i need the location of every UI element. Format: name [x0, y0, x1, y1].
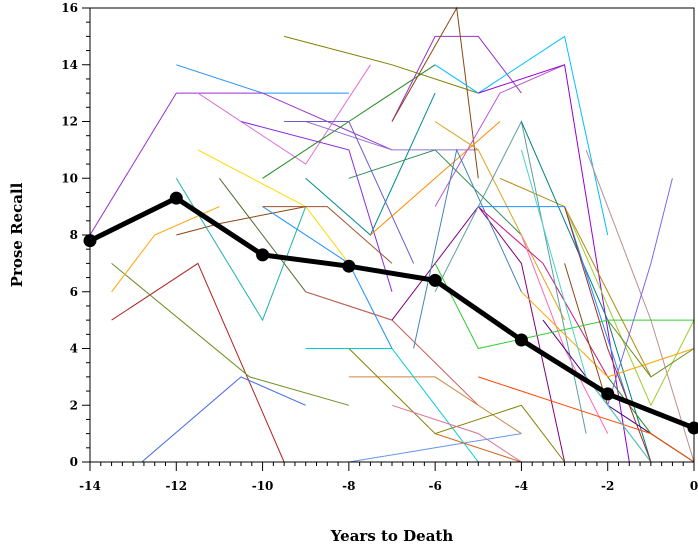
individual-line: [413, 148, 522, 349]
mean-point: [169, 191, 183, 205]
individual-line: [478, 64, 630, 463]
x-tick-label: 0: [690, 479, 698, 493]
individual-line: [434, 433, 694, 463]
mean-point: [256, 248, 270, 262]
individual-line: [219, 177, 393, 321]
individual-line: [564, 206, 695, 407]
individual-line: [434, 119, 587, 434]
individual-line: [348, 348, 565, 463]
mean-point: [601, 387, 615, 401]
x-tick-label: -8: [342, 479, 355, 493]
x-tick-label: -6: [428, 479, 441, 493]
individual-line: [434, 35, 609, 236]
x-tick-label: -10: [252, 479, 274, 493]
x-tick-label: -12: [165, 479, 187, 493]
individual-line: [284, 121, 415, 264]
individual-line: [607, 178, 673, 406]
mean-point: [342, 259, 356, 273]
individual-line: [111, 263, 350, 406]
individual-line: [478, 376, 695, 463]
x-tick-label: -4: [515, 479, 528, 493]
individual-line: [176, 64, 349, 94]
individual-line: [111, 206, 220, 293]
individual-line: [141, 376, 306, 463]
individual-line: [305, 92, 436, 236]
x-tick-label: -14: [79, 479, 101, 493]
individual-line: [262, 206, 393, 264]
y-tick-label: 14: [61, 58, 78, 72]
individual-line: [111, 262, 285, 463]
individual-line: [477, 206, 609, 378]
individual-line: [305, 121, 479, 151]
y-tick-label: 10: [61, 171, 78, 185]
individual-line: [607, 319, 695, 378]
mean-point: [428, 273, 442, 287]
y-tick-label: 8: [70, 228, 78, 242]
y-tick-label: 12: [61, 115, 78, 129]
x-axis-title: Years to Death: [330, 527, 454, 545]
individual-line: [434, 121, 566, 321]
y-axis-title: Prose Recall: [8, 182, 26, 287]
y-tick-label: 16: [61, 1, 78, 15]
y-tick-label: 2: [70, 398, 78, 412]
individual-line: [520, 149, 652, 463]
mean-line: [88, 195, 695, 431]
individual-line: [585, 149, 695, 463]
mean-point: [687, 421, 698, 435]
individual-line: [391, 404, 522, 463]
individual-line: [283, 35, 479, 94]
axes: -14 -12 -10 -8 -6 -4 -2 0 0 2 4 6 8 10 12 14 16: [61, 1, 698, 493]
y-tick-label: 6: [70, 285, 78, 299]
individual-line: [262, 433, 522, 463]
individual-line: [391, 35, 522, 122]
individual-line: [391, 205, 566, 463]
x-tick-label: -2: [601, 479, 614, 493]
series-layer: [89, 6, 695, 463]
individual-line: [370, 121, 501, 236]
individual-line: [564, 206, 652, 463]
individual-line: [434, 64, 565, 207]
individual-line: [521, 291, 695, 378]
individual-line: [197, 64, 371, 165]
individual-line: [564, 263, 652, 463]
y-tick-label: 4: [70, 342, 78, 356]
individual-line: [434, 263, 694, 350]
individual-line: [240, 121, 393, 292]
individual-line: [175, 178, 307, 322]
mean-point: [514, 333, 528, 347]
mean-series: [83, 191, 698, 435]
y-tick-label: 0: [70, 455, 78, 469]
